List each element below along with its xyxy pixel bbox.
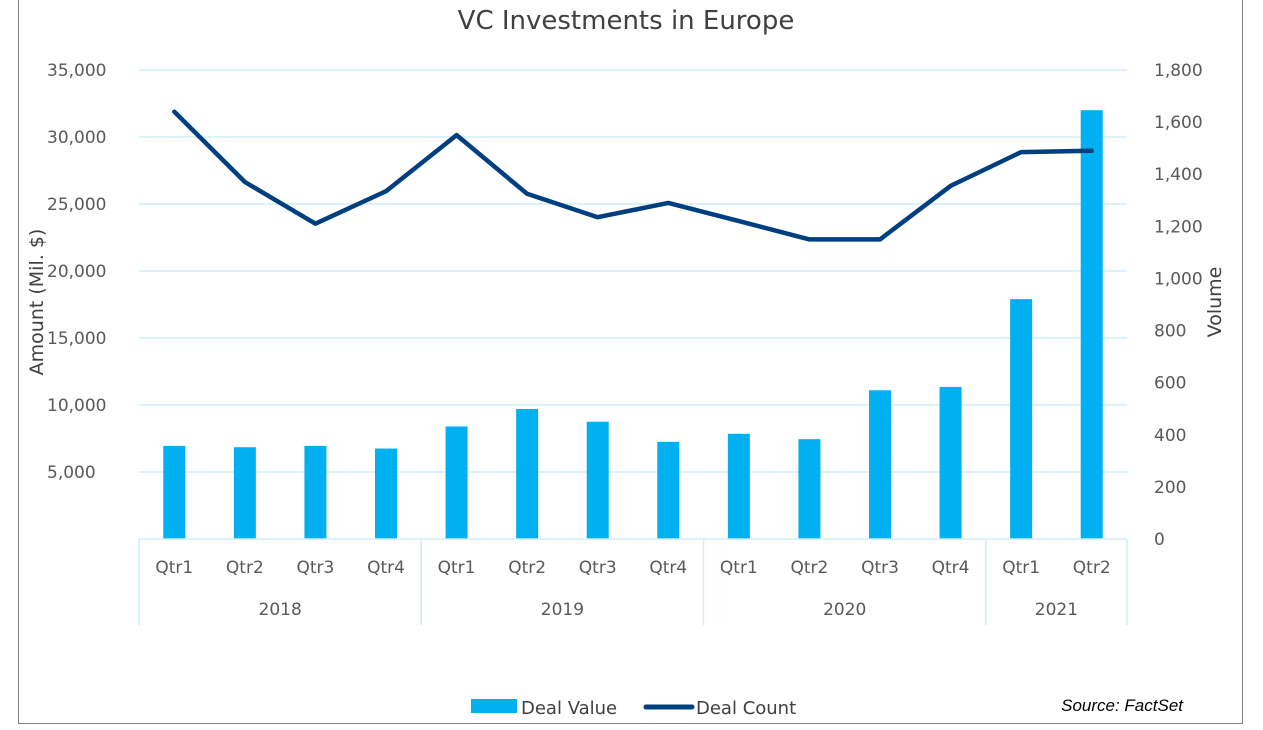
category-tick-label: Qtr2: [1073, 558, 1111, 578]
right-axis-label: Volume: [1204, 267, 1226, 338]
right-tick-label: 1,600: [1154, 113, 1203, 133]
left-axis-label: Amount (Mil. $): [26, 229, 48, 376]
chart-title: VC Investments in Europe: [458, 6, 795, 36]
group-label: 2019: [541, 600, 584, 620]
left-tick-label: 35,000: [47, 61, 106, 81]
category-axis: Qtr1 Qtr2 Qtr3 Qtr4 Qtr1 Qtr2 Qtr3 Qtr4 Qtr1 Qtr2…: [138, 538, 1128, 625]
right-tick-label: 1,000: [1154, 269, 1203, 289]
chart-frame: VC Investments in Europe 5,000 10,000 15,0…: [18, 0, 1243, 724]
category-tick-label: Qtr1: [438, 558, 476, 578]
bar-deal-value: [657, 441, 680, 539]
gridlines: [139, 69, 1127, 473]
left-tick-label: 15,000: [47, 329, 106, 349]
left-tick-label: 5,000: [47, 463, 96, 483]
left-axis-ticks: 5,000 10,000 15,000 20,000 25,000 30,000 35,00…: [47, 61, 106, 483]
category-tick-label: Qtr2: [508, 558, 546, 578]
category-tick-label: Qtr3: [296, 558, 334, 578]
bar-deal-value: [516, 409, 539, 539]
category-tick-label: Qtr1: [720, 558, 758, 578]
bar-deal-value: [869, 390, 891, 539]
category-tick-label: Qtr2: [226, 558, 264, 578]
bar-deal-value: [233, 447, 256, 539]
left-tick-label: 30,000: [47, 128, 106, 148]
right-tick-label: 1,400: [1154, 165, 1203, 185]
right-axis-ticks: 0 200 400 600 800 1,000 1,200 1,400 1,600 1,800: [1154, 61, 1203, 550]
group-label: 2018: [259, 600, 302, 620]
chart-svg: VC Investments in Europe 5,000 10,000 15,0…: [26, 6, 1226, 719]
source-note: Source: FactSet: [1061, 696, 1184, 715]
bar-deal-value: [163, 445, 186, 539]
bar-deal-value: [727, 433, 750, 539]
category-tick-label: Qtr1: [155, 558, 193, 578]
right-tick-label: 200: [1154, 478, 1186, 498]
category-tick-label: Qtr2: [790, 558, 828, 578]
bar-deal-value: [586, 421, 609, 539]
category-tick-label: Qtr4: [367, 558, 405, 578]
series-line-deal-count: [172, 109, 1094, 242]
bar-deal-value: [445, 426, 468, 539]
right-tick-label: 1,200: [1154, 217, 1203, 237]
category-tick-label: Qtr3: [861, 558, 899, 578]
left-tick-label: 20,000: [47, 262, 106, 282]
bar-deal-value: [1080, 110, 1103, 539]
line-group: [172, 109, 1094, 242]
bar-deal-value: [375, 448, 397, 539]
category-tick-label: Qtr4: [932, 558, 970, 578]
legend-swatch-deal-value: [471, 699, 517, 713]
legend: Deal Value Deal Count: [471, 698, 796, 719]
right-tick-label: 600: [1154, 374, 1186, 394]
right-tick-label: 0: [1154, 530, 1165, 550]
bars-group: [163, 110, 1103, 539]
right-tick-label: 400: [1154, 426, 1186, 446]
category-tick-label: Qtr1: [1002, 558, 1040, 578]
legend-label-deal-value: Deal Value: [521, 698, 617, 719]
bar-deal-value: [798, 439, 821, 539]
legend-label-deal-count: Deal Count: [696, 698, 796, 719]
right-tick-label: 1,800: [1154, 61, 1203, 81]
bar-deal-value: [939, 386, 962, 539]
bar-deal-value: [1010, 299, 1033, 539]
group-label: 2020: [823, 600, 866, 620]
group-label: 2021: [1035, 600, 1078, 620]
category-tick-label: Qtr4: [649, 558, 687, 578]
left-tick-label: 10,000: [47, 396, 106, 416]
right-tick-label: 800: [1154, 322, 1186, 342]
bar-deal-value: [304, 445, 327, 539]
category-tick-label: Qtr3: [579, 558, 617, 578]
left-tick-label: 25,000: [47, 195, 106, 215]
